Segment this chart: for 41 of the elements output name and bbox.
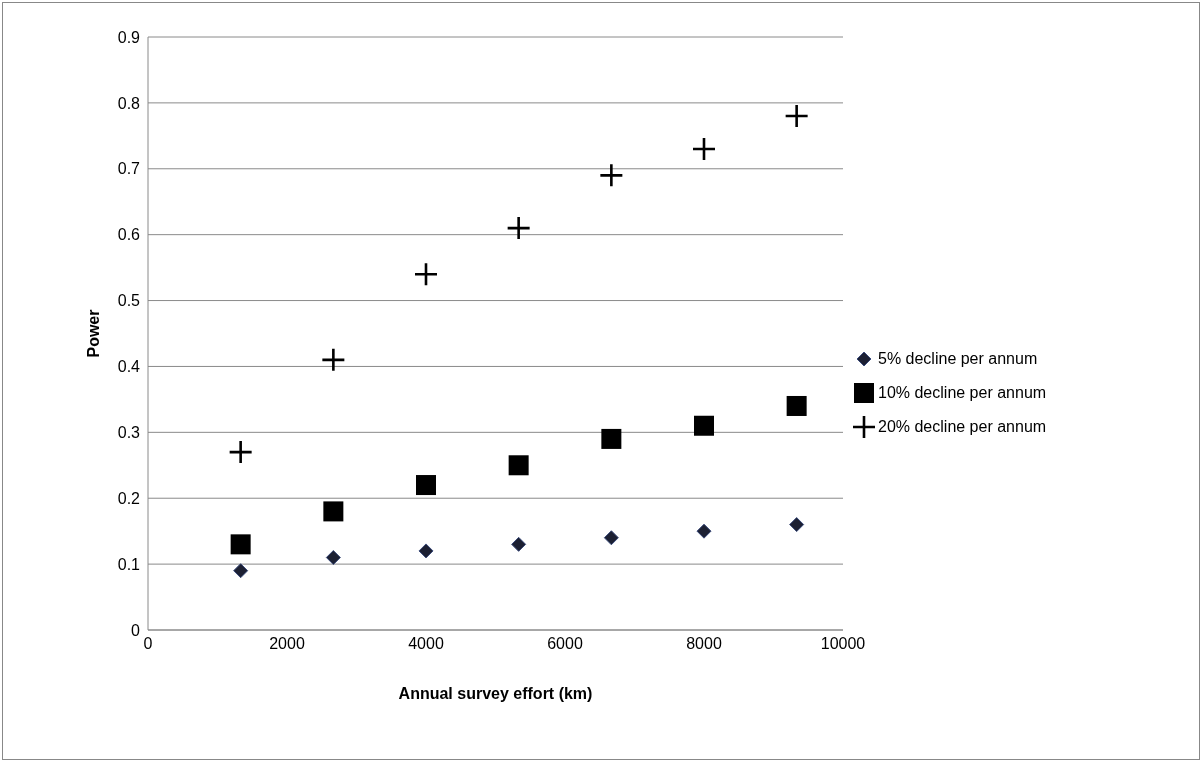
point [511,536,527,552]
point [416,475,436,496]
point [507,217,530,240]
point [322,348,345,371]
x-tick-label: 8000 [686,635,722,653]
point [601,428,622,449]
y-tick-label: 0.7 [117,160,141,178]
legend-label: 20% decline per annum [878,418,1047,436]
legend-label: 5% decline per annum [878,350,1038,368]
y-tick-label: 0.1 [117,555,141,573]
point [696,523,712,539]
point [230,534,251,555]
y-tick-label: 0.9 [117,28,141,46]
y-tick-label: 0.3 [117,424,141,442]
x-tick-label: 0 [143,635,153,653]
x-tick-label: 6000 [547,635,583,653]
point [786,395,807,416]
point [600,164,623,187]
point [694,415,714,436]
x-tick-label: 2000 [269,635,305,653]
point [789,517,805,533]
point [415,263,437,286]
x-tick-label: 10000 [820,635,866,653]
x-axis-title: Annual survey effort (km) [398,685,593,703]
point [785,105,808,128]
y-tick-label: 0.5 [117,292,141,310]
y-tick-label: 0.2 [117,489,141,507]
point [233,563,249,579]
point [229,441,252,464]
point [508,455,529,476]
x-tick-label: 4000 [408,635,444,653]
y-tick-label: 0 [131,621,141,639]
legend-label: 10% decline per annum [878,384,1047,402]
point [323,501,344,522]
point [418,543,434,559]
point [325,550,341,566]
y-tick-label: 0.4 [117,358,141,376]
y-tick-label: 0.6 [117,226,141,244]
y-axis-title: Power [84,309,102,358]
point [603,530,619,546]
y-tick-label: 0.8 [117,94,141,112]
